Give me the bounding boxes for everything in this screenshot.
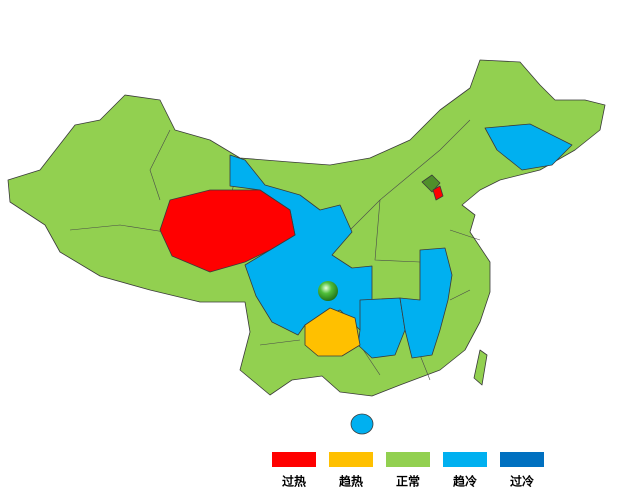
legend-label: 过热 [282,474,306,489]
port-region [432,185,444,201]
china-map [7,59,606,435]
capital-region [421,174,441,193]
legend-swatch [272,452,316,467]
warm-region [304,307,361,357]
northeast-cool-region [484,123,573,171]
location-marker[interactable] [318,281,338,301]
island-south [350,413,374,435]
legend-label: 正常 [396,474,420,489]
legend-swatch [386,452,430,467]
legend: 过热 趋热 正常 趋冷 过冷 [272,452,544,489]
legend-swatch [329,452,373,467]
legend-swatch [500,452,544,467]
legend-label: 过冷 [510,474,534,489]
hot-region [159,189,296,273]
southeast-cool-region [399,247,453,359]
legend-label: 趋热 [339,474,363,489]
legend-label: 趋冷 [453,474,477,489]
legend-swatch [443,452,487,467]
island-east [473,349,488,386]
